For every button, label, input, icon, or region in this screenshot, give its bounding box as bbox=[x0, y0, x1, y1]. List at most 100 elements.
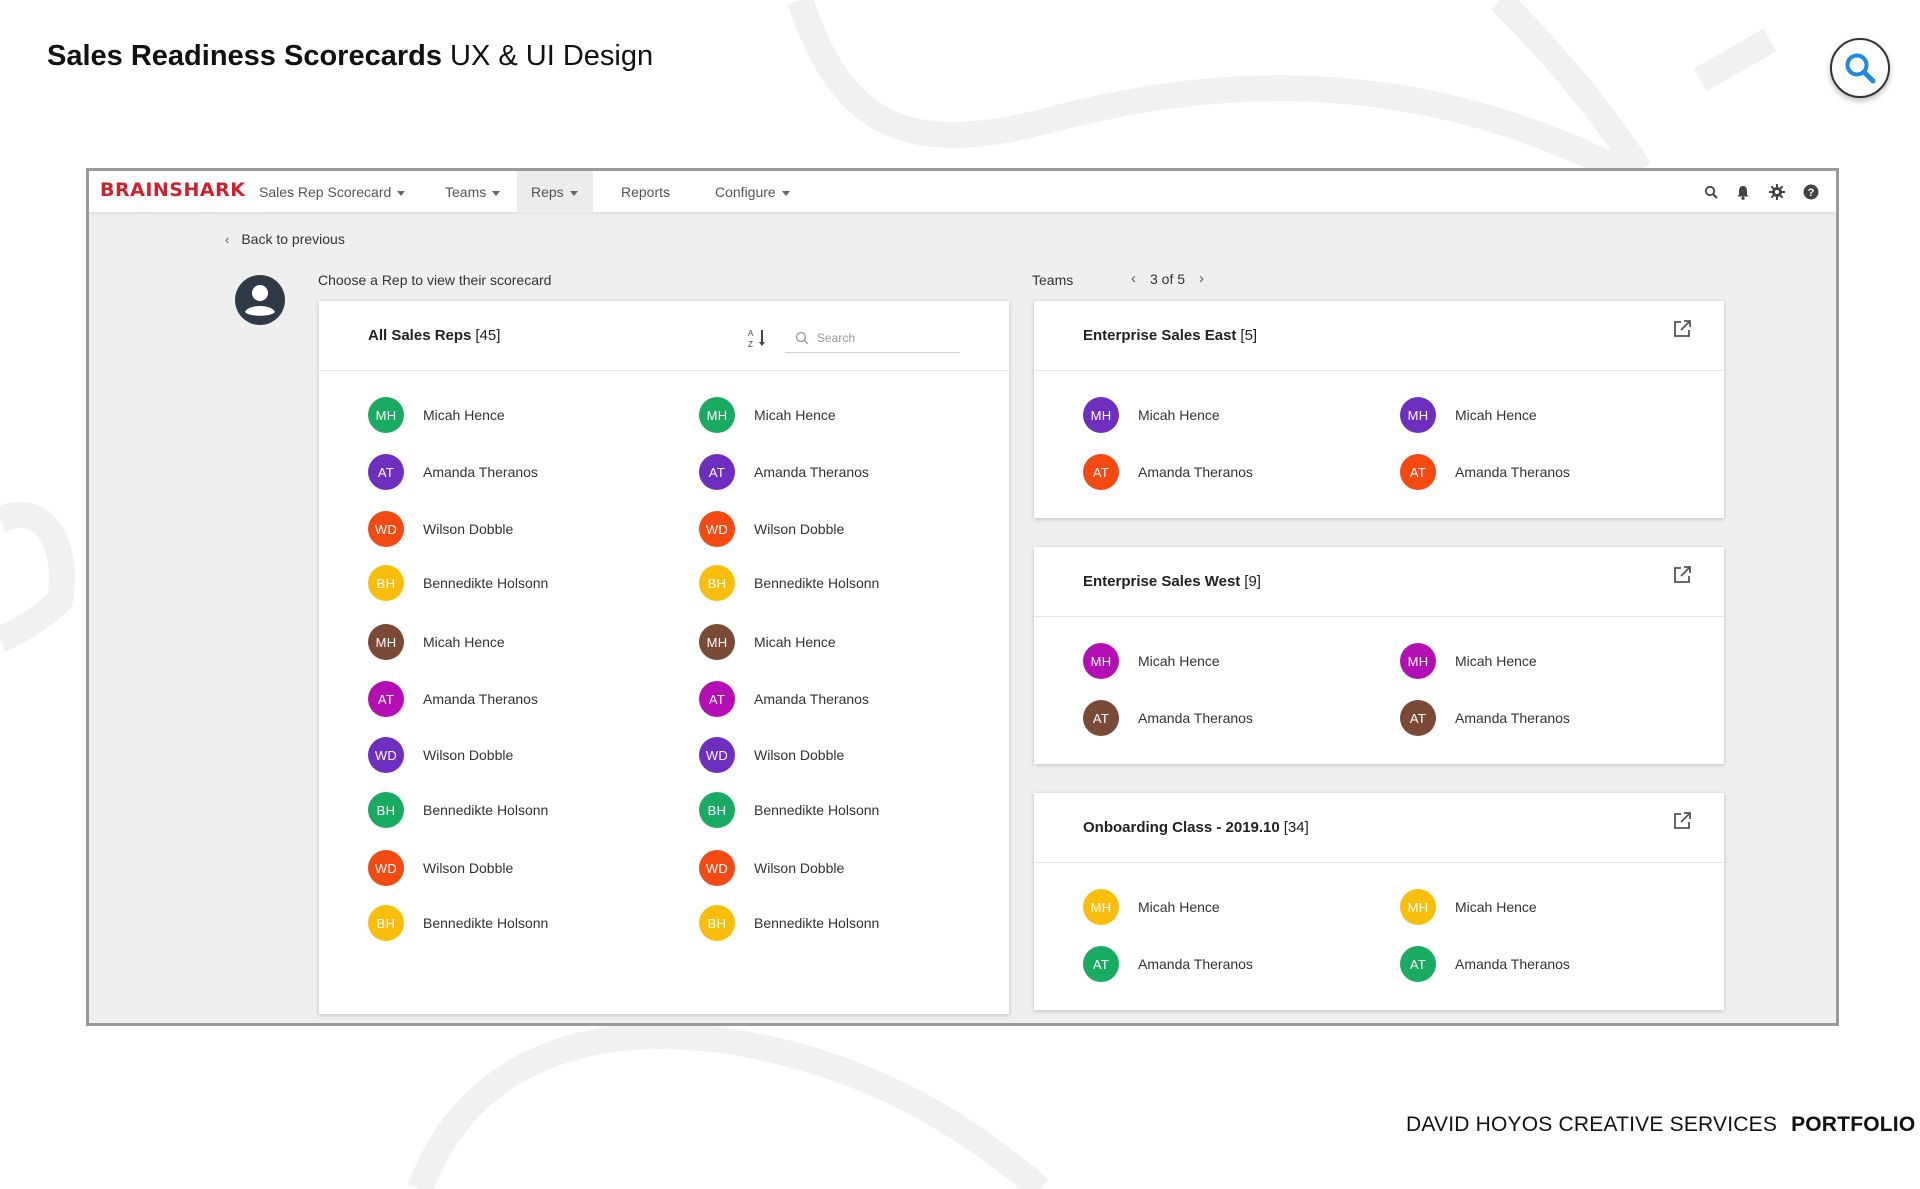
rep-list-item[interactable]: BH Bennedikte Holsonn bbox=[368, 565, 548, 601]
nav-teams[interactable]: Teams bbox=[431, 171, 514, 213]
caret-down-icon bbox=[569, 190, 578, 196]
rep-avatar: WD bbox=[699, 737, 735, 773]
rep-list-item[interactable]: MH Micah Hence bbox=[1400, 397, 1537, 433]
all-sales-reps-card: All Sales Reps[45] A Z MH Micah Hence AT Am… bbox=[319, 301, 1009, 1014]
rep-name: Bennedikte Holsonn bbox=[754, 915, 880, 931]
rep-list-item[interactable]: MH Micah Hence bbox=[368, 624, 505, 660]
rep-list-item[interactable]: AT Amanda Theranos bbox=[368, 681, 538, 717]
nav-sales-rep-scorecard[interactable]: Sales Rep Scorecard bbox=[245, 171, 419, 213]
rep-list-item[interactable]: AT Amanda Theranos bbox=[368, 454, 538, 490]
rep-list-item[interactable]: AT Amanda Theranos bbox=[1400, 454, 1570, 490]
nav-configure[interactable]: Configure bbox=[701, 171, 804, 213]
rep-list-item[interactable]: BH Bennedikte Holsonn bbox=[699, 792, 879, 828]
rep-avatar: MH bbox=[1083, 643, 1119, 679]
team-card: Onboarding Class - 2019.10 [34] MH Micah H… bbox=[1034, 793, 1724, 1010]
rep-list-item[interactable]: WD Wilson Dobble bbox=[368, 511, 513, 547]
rep-name: Wilson Dobble bbox=[754, 860, 845, 876]
svg-text:?: ? bbox=[1808, 187, 1815, 199]
rep-list-item[interactable]: BH Bennedikte Holsonn bbox=[699, 905, 879, 941]
back-to-previous-link[interactable]: ‹ Back to previous bbox=[225, 231, 345, 247]
rep-name: Amanda Theranos bbox=[423, 691, 538, 707]
rep-list-item[interactable]: MH Micah Hence bbox=[699, 397, 836, 433]
rep-name: Amanda Theranos bbox=[423, 464, 538, 480]
rep-list-item[interactable]: AT Amanda Theranos bbox=[1083, 700, 1253, 736]
rep-list-item[interactable]: MH Micah Hence bbox=[1400, 889, 1537, 925]
nav-label: Reports bbox=[621, 184, 671, 200]
rep-name: Amanda Theranos bbox=[1138, 464, 1253, 480]
help-icon[interactable]: ? bbox=[1801, 182, 1821, 202]
bell-icon[interactable] bbox=[1733, 182, 1753, 202]
rep-name: Amanda Theranos bbox=[1455, 956, 1570, 972]
open-external-icon[interactable] bbox=[1672, 565, 1692, 585]
rep-name: Wilson Dobble bbox=[423, 860, 514, 876]
rep-avatar: WD bbox=[368, 850, 404, 886]
rep-name: Amanda Theranos bbox=[1138, 710, 1253, 726]
back-link-label: Back to previous bbox=[241, 231, 345, 247]
card-title: Onboarding Class - 2019.10 [34] bbox=[1083, 819, 1309, 836]
rep-list-item[interactable]: BH Bennedikte Holsonn bbox=[368, 905, 548, 941]
rep-name: Bennedikte Holsonn bbox=[754, 575, 880, 591]
rep-list-item[interactable]: AT Amanda Theranos bbox=[699, 454, 869, 490]
search-input[interactable] bbox=[817, 330, 937, 345]
caret-down-icon bbox=[781, 190, 790, 196]
rep-name: Wilson Dobble bbox=[423, 747, 514, 763]
rep-list-item[interactable]: WD Wilson Dobble bbox=[368, 850, 513, 886]
rep-list-item[interactable]: WD Wilson Dobble bbox=[699, 511, 844, 547]
rep-name: Bennedikte Holsonn bbox=[423, 915, 549, 931]
search-icon bbox=[795, 331, 809, 344]
pager-prev-icon[interactable]: ‹ bbox=[1131, 270, 1136, 287]
rep-name: Micah Hence bbox=[1138, 899, 1220, 915]
rep-avatar: AT bbox=[1083, 700, 1119, 736]
caret-down-icon bbox=[397, 190, 406, 196]
card-count: [45] bbox=[475, 327, 501, 344]
rep-name: Micah Hence bbox=[1455, 407, 1537, 423]
rep-avatar: WD bbox=[699, 511, 735, 547]
rep-avatar: BH bbox=[699, 792, 735, 828]
rep-list-item[interactable]: MH Micah Hence bbox=[1083, 397, 1220, 433]
rep-list-item[interactable]: MH Micah Hence bbox=[699, 624, 836, 660]
nav-reps[interactable]: Reps bbox=[517, 171, 593, 213]
rep-avatar: MH bbox=[699, 397, 735, 433]
nav-label: Teams bbox=[445, 184, 487, 200]
rep-avatar: BH bbox=[699, 565, 735, 601]
rep-search-field[interactable] bbox=[785, 323, 960, 353]
rep-list-item[interactable]: AT Amanda Theranos bbox=[1400, 946, 1570, 982]
rep-list-item[interactable]: BH Bennedikte Holsonn bbox=[368, 792, 548, 828]
rep-avatar: BH bbox=[699, 905, 735, 941]
team-card: Enterprise Sales West [9] MH Micah Hence MH… bbox=[1034, 547, 1724, 764]
rep-name: Amanda Theranos bbox=[1138, 956, 1253, 972]
rep-list-item[interactable]: AT Amanda Theranos bbox=[1083, 946, 1253, 982]
rep-avatar: WD bbox=[699, 850, 735, 886]
rep-list-item[interactable]: AT Amanda Theranos bbox=[1400, 700, 1570, 736]
rep-list-item[interactable]: BH Bennedikte Holsonn bbox=[699, 565, 879, 601]
gear-icon[interactable] bbox=[1767, 182, 1787, 202]
rep-list-item[interactable]: MH Micah Hence bbox=[1400, 643, 1537, 679]
rep-avatar: MH bbox=[368, 397, 404, 433]
brainshark-logo[interactable]: BRAINSHARK bbox=[100, 179, 246, 201]
rep-list-item[interactable]: MH Micah Hence bbox=[368, 397, 505, 433]
page-title-subtitle: UX & UI Design bbox=[450, 40, 654, 72]
rep-list-item[interactable]: AT Amanda Theranos bbox=[1083, 454, 1253, 490]
magnifier-icon bbox=[1845, 53, 1876, 84]
zoom-button[interactable] bbox=[1830, 38, 1890, 98]
rep-list-item[interactable]: WD Wilson Dobble bbox=[368, 737, 513, 773]
sort-az-icon[interactable]: A Z bbox=[747, 327, 769, 349]
nav-reports[interactable]: Reports bbox=[607, 171, 684, 213]
rep-name: Bennedikte Holsonn bbox=[423, 575, 549, 591]
open-external-icon[interactable] bbox=[1672, 811, 1692, 831]
rep-list-item[interactable]: MH Micah Hence bbox=[1083, 889, 1220, 925]
card-title-text: All Sales Reps bbox=[368, 327, 472, 344]
rep-name: Amanda Theranos bbox=[1455, 710, 1570, 726]
open-external-icon[interactable] bbox=[1672, 319, 1692, 339]
rep-list-item[interactable]: WD Wilson Dobble bbox=[699, 850, 844, 886]
pager-text: 3 of 5 bbox=[1150, 270, 1186, 287]
card-header: Onboarding Class - 2019.10 [34] bbox=[1034, 793, 1724, 863]
rep-list-item[interactable]: AT Amanda Theranos bbox=[699, 681, 869, 717]
rep-list-item[interactable]: WD Wilson Dobble bbox=[699, 737, 844, 773]
search-icon[interactable] bbox=[1701, 182, 1721, 202]
nav-label: Configure bbox=[715, 184, 776, 200]
pager-next-icon[interactable]: › bbox=[1199, 270, 1205, 287]
rep-list-item[interactable]: MH Micah Hence bbox=[1083, 643, 1220, 679]
rep-avatar: MH bbox=[1083, 889, 1119, 925]
team-count: [34] bbox=[1283, 819, 1309, 836]
